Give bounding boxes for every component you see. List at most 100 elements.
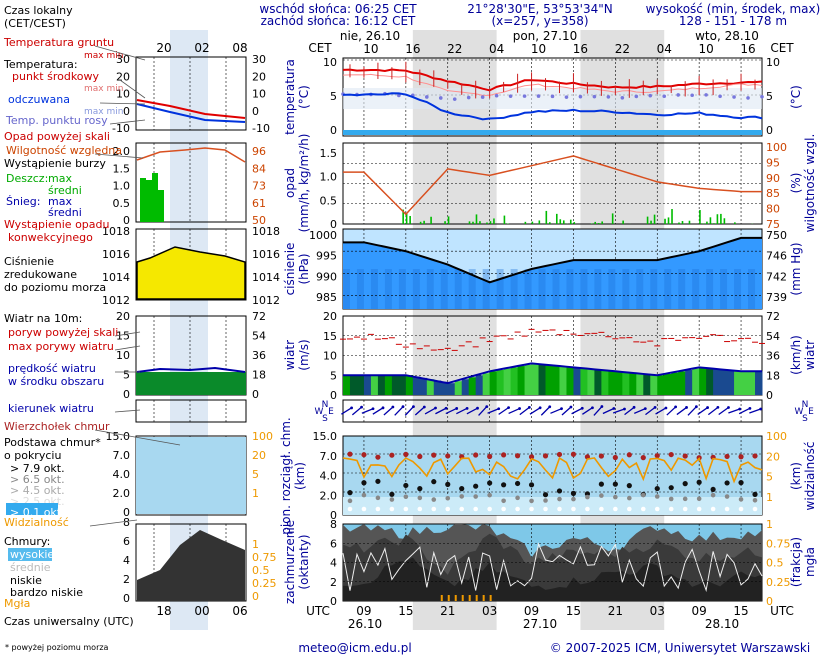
pressure-stripe: [552, 269, 560, 309]
precip-bar: [472, 221, 474, 224]
visibility-line: [342, 456, 763, 484]
cover-tick-left: 0: [330, 595, 337, 608]
precip-bar: [493, 218, 495, 224]
cloud-tick-left: 4.0: [320, 470, 338, 483]
wind-unit: (m/s): [297, 339, 311, 370]
cloud-base-dot: [724, 480, 730, 486]
precip-bar: [419, 221, 422, 224]
cloud-base-dot: [347, 506, 353, 512]
pressure-stripe: [622, 269, 630, 309]
cloud-base-dot: [361, 492, 367, 498]
pressure-stripe: [510, 269, 518, 309]
legend-convective: Wystąpienie opadu: [4, 218, 109, 231]
legend-precip-tick-left: 1.0: [113, 180, 131, 193]
time-tick-top: 22: [447, 42, 462, 56]
dew-point-dots: [494, 93, 499, 98]
legend-temp-title: Temperatura:: [3, 58, 78, 71]
cloud-base-dot: [738, 497, 744, 502]
cloud-base-dot: [612, 481, 618, 487]
cloud-top-dot: [640, 455, 646, 461]
precip-bar: [531, 221, 534, 224]
temp-tick-left: 5: [330, 90, 337, 103]
precip-tick-left: 0: [330, 218, 337, 231]
day-label-bottom: 28.10: [705, 617, 739, 631]
wind-arrow: [466, 407, 478, 415]
legend-precip-tick-right: 50: [252, 214, 266, 227]
legend-rain-max: max: [48, 172, 72, 185]
legend-precip-tick-left: 0: [123, 214, 130, 227]
cloud-base-dot: [585, 506, 590, 512]
precip-bar: [702, 223, 705, 224]
legend-cloud-tick-left: 0: [123, 506, 130, 519]
wind-speed-bar: [713, 368, 721, 395]
cloud-base-dot: [571, 496, 576, 502]
wind-arrow-head: [444, 406, 448, 410]
legend-temp-tick-right: 10: [252, 88, 266, 101]
cloud-base-dot: [431, 506, 437, 512]
legend-wind-tick-right: 36: [252, 349, 266, 362]
dew-point-dots: [564, 95, 569, 99]
cover-title: zachmurzenie: [283, 520, 297, 604]
legend-wind-speed-sub: w środku obszaru: [8, 375, 104, 388]
cet-label-right: CET: [770, 41, 794, 55]
dew-point-dots: [648, 93, 653, 98]
legend-frame: [135, 56, 247, 131]
cloud-base-dot: [529, 506, 534, 512]
wind-arrow-head: [434, 406, 437, 410]
precip-bar: [597, 223, 600, 224]
humidity-tick-right: 95: [766, 156, 780, 169]
footer-email[interactable]: meteo@icm.edu.pl: [298, 641, 411, 655]
precip-bar: [611, 213, 614, 224]
pressure-stripe: [594, 269, 602, 309]
legend-cb: Wierzchołek chmur: [4, 420, 110, 433]
wind-speed-bar: [608, 370, 616, 395]
cloud-base-dot: [585, 494, 590, 500]
temp-unit: (°C): [297, 85, 311, 109]
fog-tick-right: 0.5: [766, 557, 784, 570]
wind-speed-bar: [531, 363, 540, 395]
wind-arrow-head: [685, 406, 688, 409]
precip-bar: [653, 214, 656, 224]
wind-speed-bar: [727, 369, 735, 395]
legend-precip-bar: [140, 178, 146, 222]
visibility-title: widzialność: [803, 442, 817, 511]
legend-pressure-tick-left: 1018: [102, 225, 130, 238]
wind-speed-bar: [419, 377, 428, 395]
wind-arrow: [738, 407, 751, 415]
fog-bar: [482, 595, 485, 601]
time-tick-top: 16: [405, 42, 420, 56]
wind-arrow-head: [643, 407, 647, 411]
pressure-stripe: [706, 269, 714, 309]
wind-arrow: [435, 407, 447, 415]
dew-point-dots: [536, 94, 541, 98]
wind-arrow: [529, 407, 541, 415]
legend-frame: [135, 228, 247, 301]
legend-wind-tick-right: 72: [252, 310, 266, 323]
grid-text: (x=257, y=358): [491, 14, 588, 28]
wind-title: wiatr: [283, 340, 297, 370]
wind-speed-bar: [468, 377, 477, 395]
legend-utc-title: Czas uniwersalny (UTC): [4, 615, 134, 628]
legend-humidity: Wilgotność względna: [6, 144, 122, 157]
fog-tick-right: 0.25: [766, 576, 791, 589]
wind-speed-bar: [741, 371, 749, 395]
utc-label-left: UTC: [306, 604, 330, 618]
wind-arrow-head: [612, 407, 616, 410]
cloud-base-dot: [654, 485, 660, 492]
compass-n: N: [802, 400, 809, 410]
cloud-base-dot: [501, 482, 507, 488]
utc-label-right: UTC: [770, 604, 794, 618]
fog-unit: (frakcja): [789, 537, 803, 587]
time-tick-top: 16: [740, 42, 755, 56]
cover-unit: (oktanty): [297, 534, 311, 589]
precip-bar: [503, 215, 506, 224]
legend-wind-bar: [136, 372, 246, 395]
legend-cloud-tick-right: 20: [252, 449, 266, 462]
precip-tick-left: 1.0: [320, 171, 338, 184]
legend-cover-high: wysokie: [10, 548, 54, 561]
temp-unit-right: (°C): [789, 85, 803, 109]
fog-bar: [468, 595, 471, 601]
time-tick-top: 10: [698, 42, 713, 56]
cloud-top-dot: [361, 452, 367, 458]
legend-temp-line: [136, 99, 246, 119]
